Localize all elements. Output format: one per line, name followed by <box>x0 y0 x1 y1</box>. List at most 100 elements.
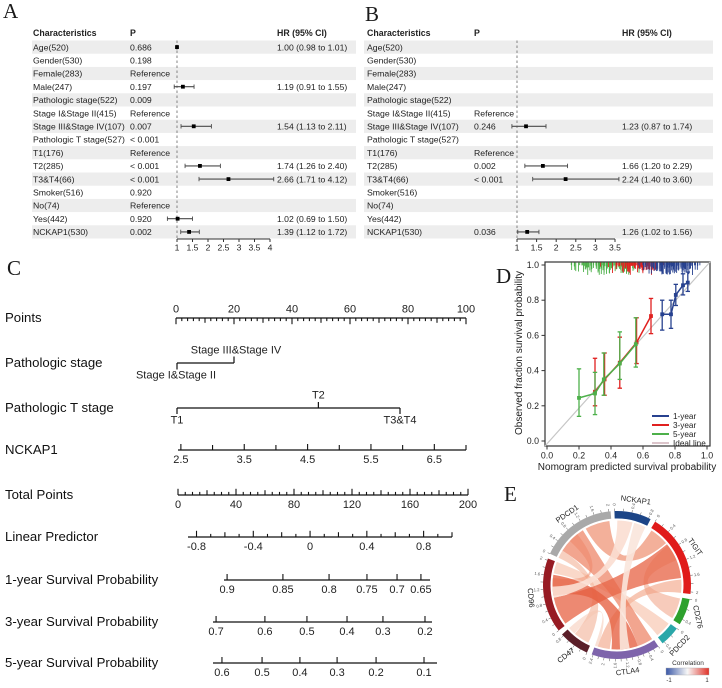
forest-row: No(74) Reference <box>33 201 170 211</box>
sector-tick <box>686 609 690 611</box>
rug-group <box>637 262 701 275</box>
data-point <box>681 283 685 288</box>
row-hr-ci: 1.54 (1.13 to 2.11) <box>277 122 347 132</box>
sector-tick-label: 0 <box>694 598 698 603</box>
nomogram-tick-label: 0.3 <box>375 626 390 638</box>
sector-tick <box>668 529 671 532</box>
data-point <box>577 395 581 400</box>
sector-tick-label: 0.8 <box>560 521 568 529</box>
sector-tick <box>686 558 689 560</box>
row-characteristic: Age(520) <box>33 42 69 52</box>
legend-label: 5-year <box>673 430 696 439</box>
nomogram-row-label: Pathologic T stage <box>5 400 114 415</box>
nomogram-row-label: NCKAP1 <box>5 442 58 457</box>
row-stripe <box>364 40 713 54</box>
row-characteristic: T2(285) <box>33 161 64 171</box>
data-point <box>669 312 673 317</box>
col-header-hr: HR (95% CI) <box>277 28 327 38</box>
sector-tick-label: 0.4 <box>669 523 677 531</box>
nomogram-row-label: Linear Predictor <box>5 529 99 544</box>
sector-tick <box>682 619 685 621</box>
forest-row: Pathologic stage(522) 0.009 <box>33 95 152 105</box>
legend-label: Ideal line <box>673 439 706 448</box>
sector-tick <box>555 539 558 541</box>
nomogram-row: Pathologic stage Stage III&Stage IV Stage … <box>5 345 282 382</box>
nomogram-tick-label: 0.8 <box>416 541 431 553</box>
nomogram-tick-label: 0.1 <box>416 667 431 679</box>
chord-ribbon <box>552 574 638 650</box>
nomogram-tick-label: 0.8 <box>321 584 336 596</box>
sector-tick <box>560 533 563 536</box>
x-axis-tick-label: 0.4 <box>605 451 617 461</box>
row-pvalue: < 0.001 <box>130 174 159 184</box>
row-pvalue: < 0.001 <box>130 135 159 145</box>
data-point <box>617 361 622 366</box>
x-axis-title: Nomogram predicted survival probability <box>538 462 716 473</box>
sector-band <box>673 597 690 625</box>
row-characteristic: No(74) <box>33 201 60 211</box>
axis-tick-label: 3 <box>237 243 242 253</box>
row-characteristic: Yes(442) <box>367 214 402 224</box>
panel-c-nomogram: Points 0 20 40 60 80 100 Pathologic stage Stage … <box>5 304 477 680</box>
forest-row: T3&T4(66) < 0.001 2.24 (1.40 to 3.60) <box>367 174 692 184</box>
forest-row: NCKAP1(530) 0.002 1.39 (1.12 to 1.72) <box>33 227 347 237</box>
hr-point <box>191 124 196 129</box>
forest-row: Female(283) <box>367 69 416 79</box>
nomogram-row-label: 3-year Survival Probability <box>5 614 159 629</box>
sector-tick <box>591 654 594 658</box>
sector-tick-label: 0.8 <box>637 659 644 667</box>
row-characteristic: Stage I&Stage II(415) <box>33 108 117 118</box>
nomogram-tick-label: 3.5 <box>237 454 252 466</box>
axis-tick-label: 1 <box>175 243 180 253</box>
hr-point <box>175 45 179 49</box>
forest-row: Age(520) <box>367 42 403 52</box>
forest-row: T2(285) < 0.001 1.74 (1.26 to 2.40) <box>33 161 347 171</box>
nomogram-tick-label: 2.5 <box>173 454 188 466</box>
nomogram-tick-label: 160 <box>401 499 419 511</box>
legend-gradient-bar <box>665 667 710 676</box>
col-header-characteristics: Characteristics <box>367 28 431 38</box>
forest-row: Smoker(516) <box>367 188 417 198</box>
nomogram-category-label: Stage III&Stage IV <box>191 345 282 357</box>
panel-a-forest: Age(520) 0.686 1.00 (0.98 to 1.01) Gender(5… <box>32 28 356 253</box>
gene-label: CD47 <box>555 646 576 665</box>
data-point <box>593 391 597 396</box>
legend-label: 3-year <box>673 421 696 430</box>
nomogram-tick-label: 0.6 <box>214 667 229 679</box>
row-characteristic: Yes(442) <box>33 214 68 224</box>
axis-tick-label: 2 <box>206 243 211 253</box>
nomogram-tick-label: 0.9 <box>219 584 234 596</box>
sector-tick <box>676 628 680 631</box>
nomogram-tick-label: 120 <box>343 499 361 511</box>
forest-row: T2(285) 0.002 1.66 (1.20 to 2.29) <box>367 161 692 171</box>
legend-label: 1-year <box>673 412 696 421</box>
row-characteristic: Age(520) <box>367 42 403 52</box>
nomogram-tick-label: 0.85 <box>272 584 293 596</box>
nomogram-row: Points 0 20 40 60 80 100 <box>5 304 475 326</box>
row-hr-ci: 1.66 (1.20 to 2.29) <box>622 161 692 171</box>
sector-tick <box>543 603 546 606</box>
sector-band <box>651 521 691 595</box>
row-hr-ci: 1.02 (0.69 to 1.50) <box>277 214 347 224</box>
nomogram-tick-label: 40 <box>286 304 298 316</box>
forest-row: Yes(442) <box>367 214 402 224</box>
nomogram-tick-label: 0.4 <box>339 626 354 638</box>
row-characteristic: Pathologic T stage(527) <box>33 135 125 145</box>
sector-tick <box>688 566 692 568</box>
data-point <box>633 342 638 347</box>
nomogram-tick-label: 0.4 <box>292 667 307 679</box>
row-characteristic: Stage I&Stage II(415) <box>367 108 451 118</box>
sector-tick <box>566 640 569 643</box>
forest-row: No(74) <box>367 201 394 211</box>
row-hr-ci: 1.74 (1.26 to 2.40) <box>277 161 347 171</box>
row-characteristic: Pathologic T stage(527) <box>367 135 459 145</box>
data-point <box>673 293 678 297</box>
row-characteristic: Female(283) <box>33 69 82 79</box>
row-hr-ci: 1.19 (0.91 to 1.55) <box>277 82 347 92</box>
sector-tick-label: 2 <box>600 662 605 666</box>
sector-tick <box>552 624 555 627</box>
chord-ribbon <box>553 544 682 624</box>
nomogram-tick-label: 0.5 <box>299 626 314 638</box>
chord-ribbon <box>619 522 646 650</box>
